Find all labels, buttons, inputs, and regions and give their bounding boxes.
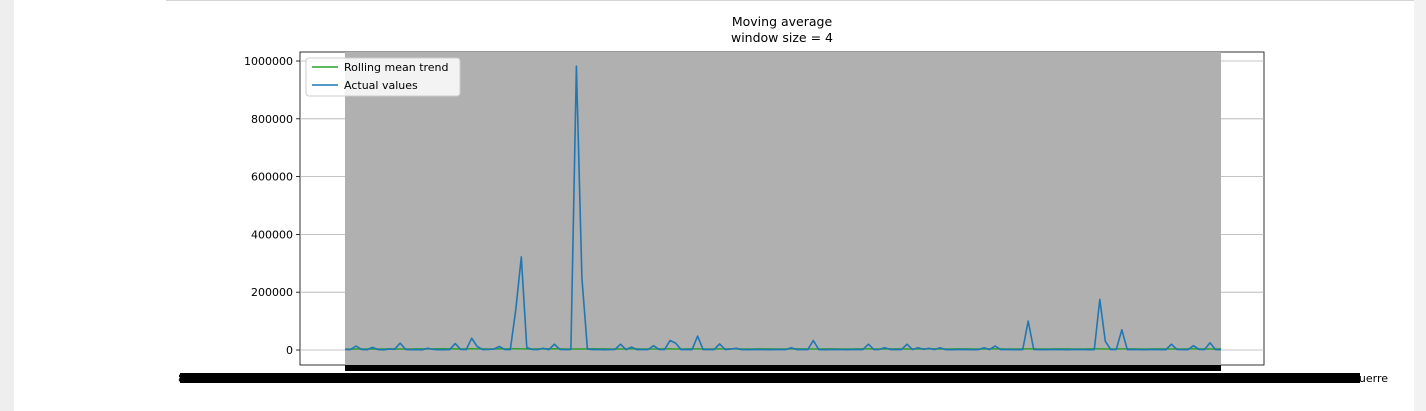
y-tick-label-0: 0 xyxy=(286,344,293,357)
notebook-scrollbar[interactable] xyxy=(1414,0,1426,411)
y-axis-ticks: 0 200000 400000 600000 800000 1000000 xyxy=(244,55,300,357)
x-tick-label-overlap xyxy=(180,373,1360,383)
legend: Rolling mean trend Actual values xyxy=(305,57,461,97)
y-tick-label-2: 400000 xyxy=(251,228,293,241)
y-tick-label-4: 800000 xyxy=(251,113,293,126)
series-line-actual-values xyxy=(344,65,1222,351)
x-tick-label-first: 8Ale4 xyxy=(178,372,209,385)
y-tick-label-1: 200000 xyxy=(251,286,293,299)
shaded-band xyxy=(345,52,1221,365)
x-tick-label-band xyxy=(345,365,1221,371)
legend-label-actual-values: Actual values xyxy=(344,79,418,92)
y-tick-label-5: 1000000 xyxy=(244,55,293,68)
notebook-left-gutter xyxy=(0,0,14,411)
cell-top-border xyxy=(166,0,1426,1)
y-tick-label-3: 600000 xyxy=(251,171,293,184)
chart-title: Moving average xyxy=(732,14,833,29)
x-tick-label-last: Dauerre xyxy=(1344,372,1389,385)
legend-box xyxy=(305,57,461,97)
series-layer xyxy=(344,65,1222,351)
legend-label-rolling-mean: Rolling mean trend xyxy=(344,61,449,74)
chart-subtitle: window size = 4 xyxy=(731,30,833,45)
